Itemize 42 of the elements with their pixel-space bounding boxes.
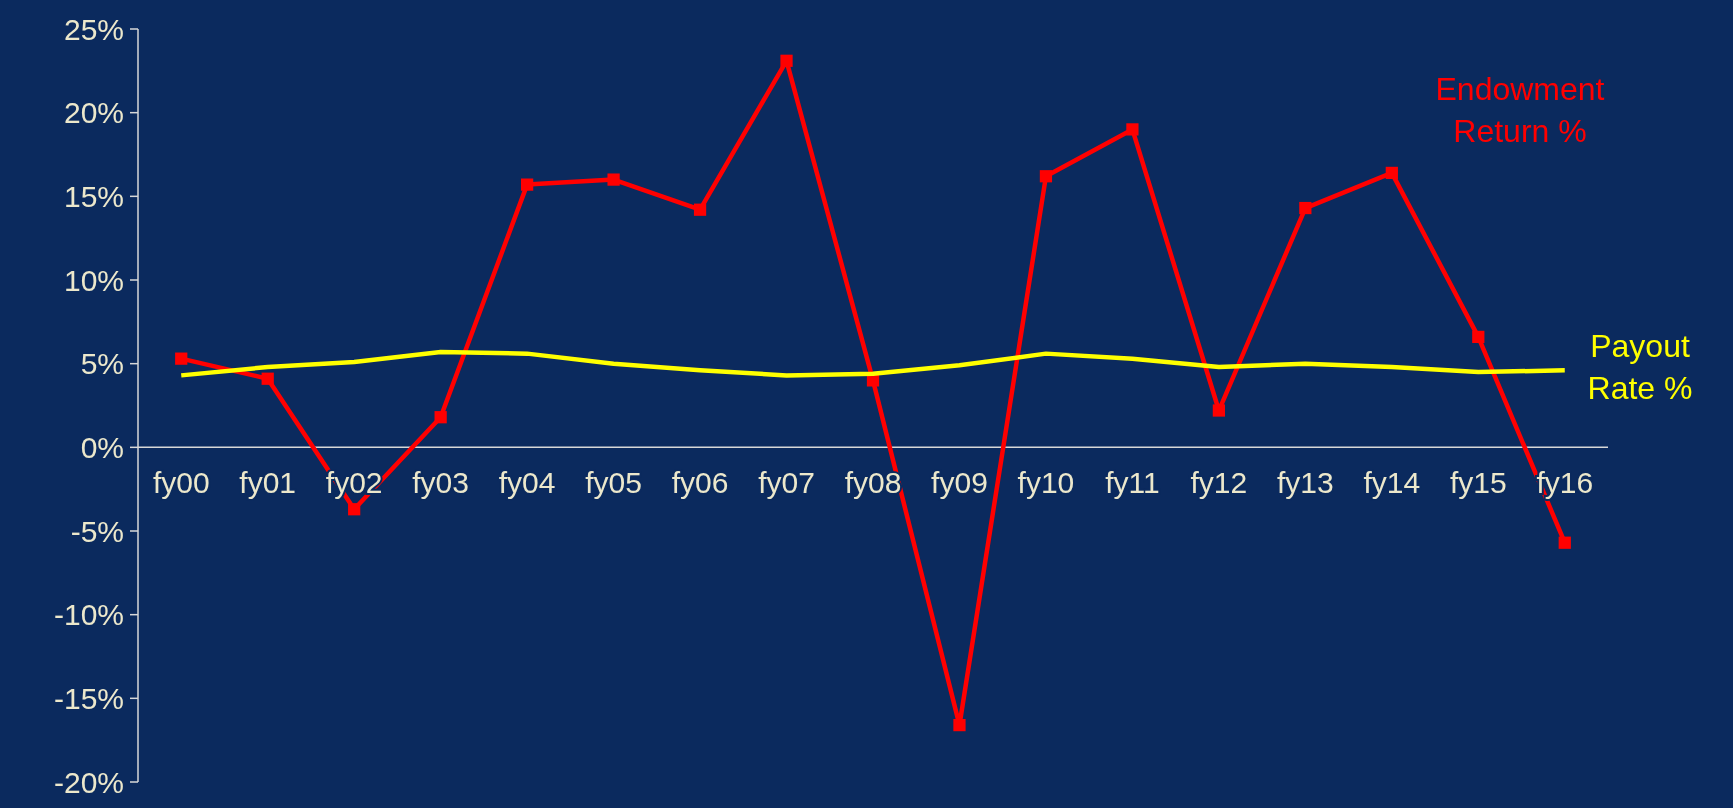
point [1472, 330, 1485, 344]
point [693, 203, 707, 216]
x-tick-label: fy04 [498, 466, 556, 500]
y-tick-label: 25% [63, 12, 124, 46]
point [434, 411, 447, 424]
point [1299, 201, 1312, 215]
y-tick-label: 10% [63, 263, 124, 297]
point [175, 352, 188, 365]
point [1385, 166, 1398, 180]
x-tick-label: fy12 [1190, 466, 1248, 500]
x-tick-label: fy01 [239, 466, 297, 500]
x-tick-label: fy03 [412, 466, 470, 500]
x-tick-label: fy15 [1449, 466, 1507, 500]
x-tick-label: fy14 [1363, 466, 1421, 500]
y-tick-label: -10% [53, 598, 124, 632]
point [953, 718, 966, 732]
x-tick-label: fy07 [758, 466, 815, 500]
series-label: Endowment Return % [1435, 71, 1605, 149]
series-label: Payout Rate % [1587, 328, 1693, 406]
y-tick-label: 5% [80, 347, 124, 381]
x-tick-label: fy09 [931, 466, 988, 500]
point [1558, 536, 1571, 549]
y-tick-label: 20% [63, 96, 124, 130]
point [1212, 404, 1226, 417]
x-tick-label: fy00 [152, 466, 210, 500]
x-tick-label: fy11 [1105, 466, 1160, 500]
point [261, 372, 274, 385]
x-tick-label: fy06 [671, 466, 729, 500]
y-tick-label: -20% [53, 765, 124, 799]
point [1039, 170, 1053, 183]
point [607, 173, 620, 186]
point [348, 503, 361, 516]
x-tick-label: fy10 [1017, 466, 1075, 500]
y-tick-label: 15% [63, 179, 124, 213]
y-tick-label: -5% [70, 514, 124, 548]
y-tick-label: 0% [80, 430, 124, 464]
x-tick-label: fy05 [585, 466, 642, 500]
x-tick-label: fy13 [1276, 466, 1334, 500]
y-tick-label: -15% [53, 681, 124, 715]
point [780, 54, 793, 67]
point [1126, 123, 1139, 136]
point [520, 178, 534, 191]
